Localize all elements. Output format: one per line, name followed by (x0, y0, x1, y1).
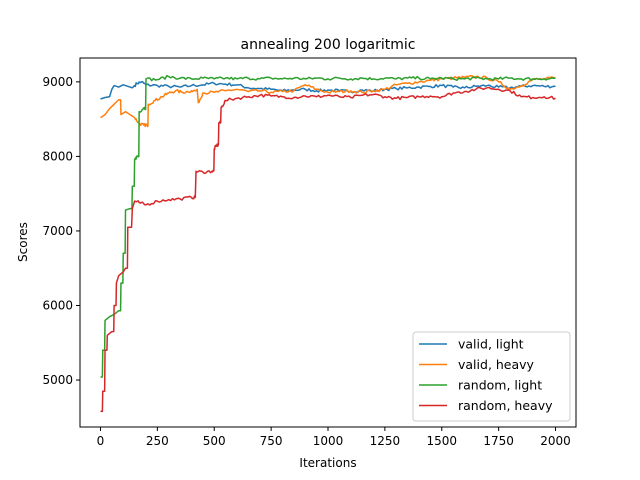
y-tick-label: 9000 (42, 75, 73, 89)
y-axis: 5000 6000 7000 8000 9000 (42, 75, 80, 387)
y-tick-label: 7000 (42, 224, 73, 238)
x-tick-label: 1000 (313, 434, 344, 448)
x-tick-label: 0 (97, 434, 105, 448)
y-tick-label: 8000 (42, 149, 73, 163)
legend-label-random-heavy: random, heavy (458, 398, 553, 413)
series-line-random-light (100, 74, 556, 378)
series-line-valid-heavy (100, 75, 556, 128)
legend-label-valid-light: valid, light (458, 337, 524, 352)
y-tick-label: 5000 (42, 373, 73, 387)
x-tick-label: 2000 (540, 434, 571, 448)
x-tick-label: 500 (203, 434, 226, 448)
legend-label-valid-heavy: valid, heavy (458, 357, 535, 372)
series-line-valid-light (100, 80, 556, 100)
legend-box (412, 331, 571, 422)
x-tick-label: 1500 (426, 434, 457, 448)
legend-label-random-light: random, light (458, 378, 542, 393)
y-axis-label: Scores (16, 222, 30, 262)
chart-title: annealing 200 logaritmic (241, 37, 416, 53)
x-tick-label: 750 (260, 434, 283, 448)
y-tick-label: 6000 (42, 298, 73, 312)
legend: valid, light valid, heavy random, light ran… (412, 331, 571, 422)
x-tick-label: 1750 (483, 434, 514, 448)
series-layer (100, 74, 556, 413)
x-axis: 0 250 500 750 1000 1250 1500 1750 2000 (97, 427, 571, 448)
x-tick-label: 1250 (370, 434, 401, 448)
series-line-random-heavy (100, 86, 556, 413)
x-tick-label: 250 (146, 434, 169, 448)
x-axis-label: Iterations (299, 456, 356, 470)
